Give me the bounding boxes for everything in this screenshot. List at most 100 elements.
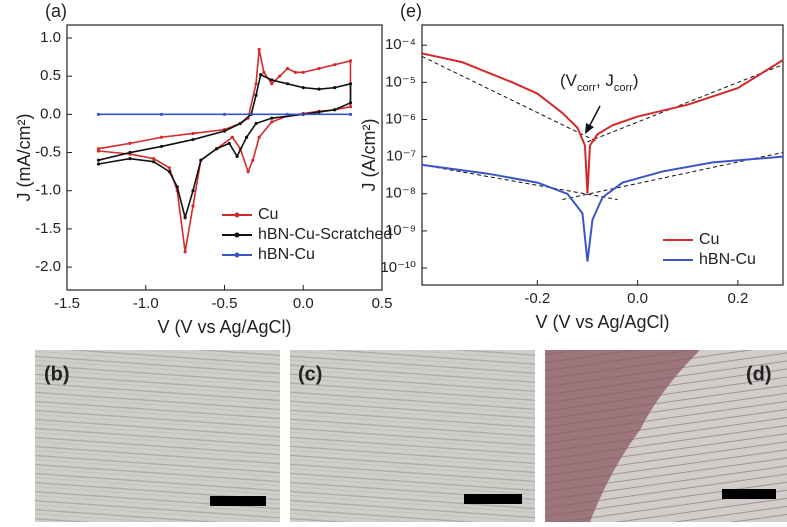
x-tick-label: 0.0 bbox=[293, 295, 314, 312]
y-tick-label: -0.5 bbox=[35, 144, 61, 161]
marker bbox=[159, 135, 164, 139]
marker bbox=[317, 87, 321, 91]
fit-line bbox=[421, 164, 618, 201]
marker bbox=[96, 162, 101, 166]
marker bbox=[199, 158, 203, 162]
marker bbox=[348, 105, 353, 109]
marker bbox=[270, 78, 274, 82]
x-tick-label: -1.0 bbox=[133, 295, 159, 312]
series-line bbox=[421, 52, 784, 194]
legend-label: hBN-Cu bbox=[258, 246, 315, 263]
y-tick-label: -1.0 bbox=[35, 182, 61, 199]
annotation-part: corr bbox=[577, 82, 596, 94]
annotation-part: ) bbox=[633, 71, 639, 90]
marker bbox=[167, 166, 171, 170]
marker bbox=[348, 82, 353, 86]
x-axis-label: V (V vs Ag/AgCl) bbox=[535, 312, 669, 332]
marker bbox=[191, 204, 195, 208]
y-axis-label: J (mA/cm²) bbox=[14, 114, 34, 202]
y-tick-label: 10⁻⁷ bbox=[386, 148, 416, 165]
marker bbox=[227, 141, 231, 145]
marker bbox=[96, 112, 101, 116]
marker bbox=[128, 141, 132, 145]
fit-line bbox=[421, 55, 598, 143]
marker bbox=[301, 86, 305, 90]
image-label: (b) bbox=[44, 363, 70, 385]
marker bbox=[230, 135, 234, 139]
marker bbox=[215, 147, 219, 151]
marker bbox=[244, 135, 249, 139]
marker bbox=[278, 74, 282, 78]
legend-label: hBN-Cu-Scratched bbox=[258, 226, 392, 243]
y-tick-label: 10⁻⁹ bbox=[385, 222, 416, 239]
marker bbox=[333, 108, 337, 112]
legend-marker bbox=[234, 212, 240, 218]
annotation: (Vcorr, Jcorr) bbox=[560, 71, 639, 93]
marker bbox=[175, 185, 179, 189]
marker bbox=[152, 157, 156, 161]
marker bbox=[254, 93, 258, 97]
marker bbox=[152, 160, 156, 164]
marker bbox=[348, 59, 353, 63]
fit-line bbox=[587, 64, 784, 143]
legend-marker bbox=[234, 232, 240, 238]
y-tick-label: -2.0 bbox=[35, 258, 61, 275]
marker bbox=[270, 82, 274, 86]
y-tick-label: 10⁻⁸ bbox=[385, 185, 416, 202]
x-tick-label: -0.2 bbox=[524, 290, 550, 307]
y-tick-label: 0.5 bbox=[40, 67, 61, 84]
marker bbox=[317, 66, 321, 71]
annotation-part: (V bbox=[560, 71, 578, 90]
series-line bbox=[98, 49, 352, 252]
x-tick-label: -0.5 bbox=[212, 295, 238, 312]
marker bbox=[251, 158, 255, 162]
panel-label: (e) bbox=[400, 1, 422, 21]
x-tick-label: 0.0 bbox=[627, 290, 648, 307]
marker bbox=[254, 82, 258, 86]
marker bbox=[246, 170, 250, 174]
y-tick-label: 10⁻⁶ bbox=[385, 110, 416, 127]
legend-marker bbox=[234, 252, 240, 258]
marker bbox=[128, 150, 132, 155]
marker bbox=[270, 116, 274, 120]
annotation-arrowhead bbox=[585, 123, 594, 134]
legend-label: hBN-Cu bbox=[699, 251, 756, 268]
marker bbox=[183, 215, 187, 220]
y-tick-label: 10⁻⁴ bbox=[385, 36, 416, 53]
marker bbox=[333, 86, 337, 90]
marker bbox=[235, 154, 239, 158]
marker bbox=[348, 112, 353, 116]
marker bbox=[317, 110, 321, 114]
marker bbox=[285, 82, 290, 86]
micrograph-b bbox=[35, 350, 280, 522]
marker bbox=[285, 112, 290, 116]
marker bbox=[96, 149, 101, 153]
legend-label: Cu bbox=[258, 206, 278, 223]
x-tick-label: 0.2 bbox=[727, 290, 748, 307]
y-tick-label: 10⁻⁵ bbox=[385, 73, 416, 90]
x-axis-label: V (V vs Ag/AgCl) bbox=[157, 317, 291, 337]
x-tick-label: 0.5 bbox=[372, 295, 393, 312]
marker bbox=[301, 70, 305, 74]
marker bbox=[348, 101, 353, 105]
panel-label: (a) bbox=[45, 1, 67, 21]
annotation-part: , J bbox=[596, 71, 614, 90]
marker bbox=[293, 70, 297, 74]
y-tick-label: 10⁻¹⁰ bbox=[380, 259, 416, 276]
marker bbox=[96, 147, 101, 151]
marker bbox=[191, 131, 195, 136]
series-line bbox=[98, 73, 352, 221]
x-tick-label: -1.5 bbox=[54, 295, 80, 312]
marker bbox=[254, 121, 258, 126]
marker bbox=[159, 112, 164, 116]
image-label: (d) bbox=[746, 363, 772, 385]
marker bbox=[167, 170, 171, 174]
fit-line bbox=[562, 151, 784, 201]
micrograph-c bbox=[290, 350, 535, 522]
marker bbox=[333, 63, 337, 67]
marker bbox=[222, 112, 227, 116]
marker bbox=[259, 73, 263, 77]
annotation-arrow bbox=[588, 105, 601, 128]
y-axis-label: J (A/cm²) bbox=[359, 119, 379, 192]
y-tick-label: 1.0 bbox=[40, 29, 61, 46]
